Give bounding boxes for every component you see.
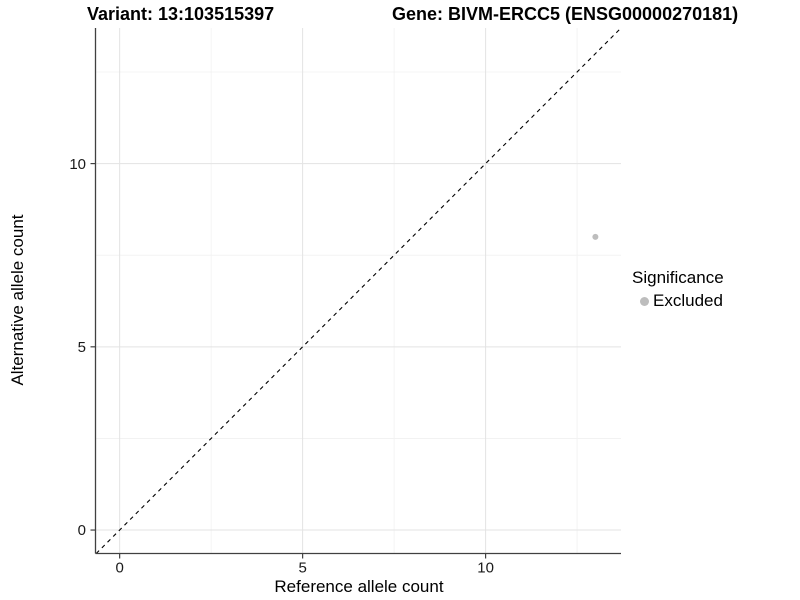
plot-title-gene: Gene: BIVM-ERCC5 (ENSG00000270181): [392, 4, 739, 24]
x-tick-label: 10: [477, 560, 494, 577]
y-tick-label: 0: [78, 522, 86, 539]
data-point: [592, 233, 599, 240]
identity-line: [95, 27, 622, 554]
plot-title-variant: Variant: 13:103515397: [87, 4, 275, 24]
x-tick-label: 0: [115, 560, 123, 577]
y-tick-label: 10: [69, 156, 86, 173]
legend-point-icon: [640, 296, 649, 306]
x-tick-label: 5: [298, 560, 306, 577]
legend: Significance Excluded: [632, 268, 724, 311]
legend-item-excluded: Excluded: [632, 291, 724, 311]
legend-title: Significance: [632, 268, 724, 287]
y-axis-title: Alternative allele count: [8, 214, 27, 386]
legend-item-label: Excluded: [653, 291, 723, 310]
y-tick-label: 5: [78, 339, 86, 356]
x-axis-title: Reference allele count: [274, 577, 444, 596]
